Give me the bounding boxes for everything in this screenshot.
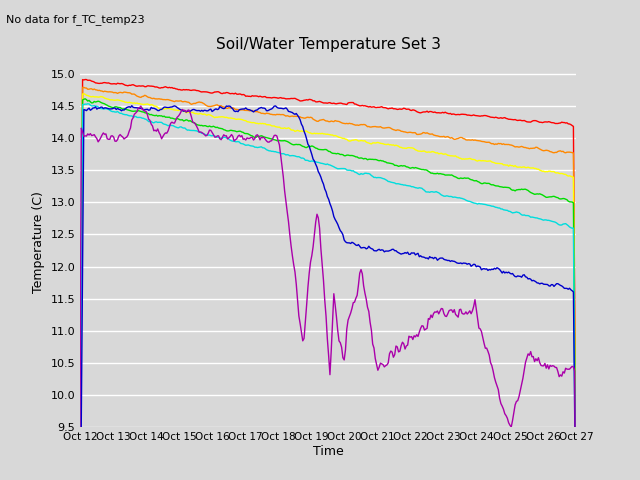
- Text: No data for f_TC_temp23: No data for f_TC_temp23: [6, 14, 145, 25]
- Y-axis label: Temperature (C): Temperature (C): [32, 192, 45, 293]
- Title: Soil/Water Temperature Set 3: Soil/Water Temperature Set 3: [216, 37, 440, 52]
- X-axis label: Time: Time: [312, 445, 344, 458]
